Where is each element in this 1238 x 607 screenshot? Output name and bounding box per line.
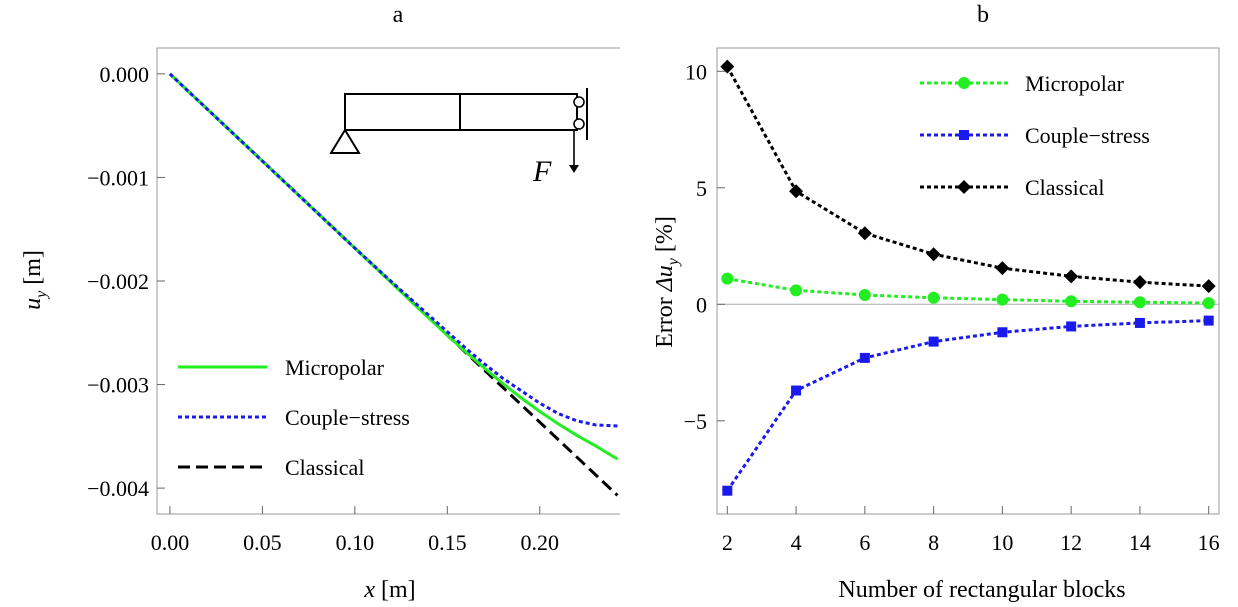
data-point-classical <box>1201 279 1216 294</box>
data-point-micropolar <box>996 293 1009 306</box>
data-point-couple-stress <box>859 352 870 363</box>
chart-b-lines <box>720 59 1216 496</box>
y-tick-label: 10 <box>685 59 707 84</box>
chart-a-x-axis-label: x [m] <box>363 577 415 603</box>
chart-a-y-axis-label: uy [m] <box>20 250 50 310</box>
x-tick-label: 10 <box>991 530 1013 555</box>
chart-b-frame <box>716 47 1220 515</box>
chart-b-ticks: 2 4 6 8 10 12 14 16 −5 0 5 10 <box>684 59 1220 555</box>
pin-support-icon <box>329 128 361 154</box>
legend-b-micropolar-marker <box>958 77 970 89</box>
chart-b-x-axis-label: Number of rectangular blocks <box>838 577 1125 603</box>
legend-b-micropolar-label: Micropolar <box>1025 71 1125 96</box>
chart-a-svg: a 0.00 0.05 0.10 0.15 0.20 0.000 −0.001 −0.002 −… <box>20 2 620 603</box>
legend-b-classical-marker <box>957 180 971 194</box>
x-tick-label: 8 <box>928 530 939 555</box>
data-point-couple-stress <box>997 327 1008 338</box>
data-point-micropolar <box>1065 295 1078 308</box>
roller-top-icon <box>573 96 585 108</box>
series-line-micropolar <box>727 277 1209 305</box>
legend-a-couple-stress-label: Couple−stress <box>285 405 410 430</box>
data-point-classical <box>789 184 804 199</box>
y-tick-label: −0.002 <box>87 269 149 294</box>
data-point-couple-stress <box>1134 317 1145 328</box>
data-point-micropolar <box>721 272 734 285</box>
chart-panel-b: b 2 4 6 8 10 12 14 16 −5 0 5 10 Micropolar Couple−s… <box>620 0 1238 607</box>
legend-b-couple-stress-marker <box>959 130 969 140</box>
x-tick-label: 0.20 <box>521 530 560 555</box>
series-line-micropolar <box>168 72 619 461</box>
x-tick-label: 4 <box>791 530 802 555</box>
x-tick-label: 14 <box>1129 530 1151 555</box>
y-tick-label: −0.004 <box>87 476 149 501</box>
data-point-micropolar <box>1202 297 1215 310</box>
data-point-classical <box>720 59 735 74</box>
data-point-micropolar <box>1133 296 1146 309</box>
data-point-classical <box>1132 275 1147 290</box>
x-tick-label: 16 <box>1198 530 1220 555</box>
series-line-classical <box>725 65 1209 288</box>
data-point-couple-stress <box>722 485 733 496</box>
y-tick-label: 5 <box>696 176 707 201</box>
chart-a-title: a <box>393 2 404 28</box>
chart-b-svg: b 2 4 6 8 10 12 14 16 −5 0 5 10 Micropolar Couple−s… <box>652 2 1220 603</box>
legend-b-couple-stress-label: Couple−stress <box>1025 123 1150 148</box>
legend-b-classical-label: Classical <box>1025 175 1104 200</box>
legend-a-micropolar-label: Micropolar <box>285 355 385 380</box>
data-point-classical <box>995 261 1010 276</box>
roller-bottom-icon <box>573 118 585 130</box>
data-point-classical <box>857 226 872 241</box>
data-point-couple-stress <box>1203 315 1214 326</box>
data-point-couple-stress <box>928 336 939 347</box>
chart-b-y-axis-label: Error Δuy [%] <box>652 216 682 348</box>
data-point-classical <box>926 247 941 262</box>
data-point-micropolar <box>858 288 871 301</box>
chart-a-ticks: 0.00 0.05 0.10 0.15 0.20 0.000 −0.001 −0.002 −0.… <box>87 62 559 555</box>
data-point-classical <box>1064 269 1079 284</box>
y-tick-label: −0.003 <box>87 373 149 398</box>
force-label: F <box>532 155 552 188</box>
y-tick-label: 0.000 <box>100 62 150 87</box>
beam-inset: F <box>329 88 588 188</box>
chart-a-legend: Micropolar Couple−stress Classical <box>178 355 410 480</box>
chart-panel-a: a 0.00 0.05 0.10 0.15 0.20 0.000 −0.001 −0.002 −… <box>20 2 620 603</box>
y-tick-label: 0 <box>696 292 707 317</box>
chart-b-legend: Micropolar Couple−stress Classical <box>920 71 1150 200</box>
x-tick-label: 0.00 <box>151 530 190 555</box>
chart-b-title: b <box>977 2 989 28</box>
data-point-couple-stress <box>791 385 802 396</box>
data-point-couple-stress <box>1066 321 1077 332</box>
x-tick-label: 2 <box>722 530 733 555</box>
y-tick-label: −0.001 <box>87 165 149 190</box>
series-line-couple-stress <box>168 72 618 428</box>
x-tick-label: 0.10 <box>336 530 375 555</box>
chart-a-lines <box>168 72 619 497</box>
y-tick-label: −5 <box>684 409 707 434</box>
series-line-couple-stress <box>726 319 1209 492</box>
x-tick-label: 0.15 <box>428 530 467 555</box>
x-tick-label: 12 <box>1060 530 1082 555</box>
legend-a-classical-label: Classical <box>285 455 364 480</box>
x-tick-label: 6 <box>859 530 870 555</box>
force-arrowhead-icon <box>569 165 579 173</box>
x-tick-label: 0.05 <box>243 530 282 555</box>
data-point-micropolar <box>927 291 940 304</box>
data-point-micropolar <box>790 284 803 297</box>
